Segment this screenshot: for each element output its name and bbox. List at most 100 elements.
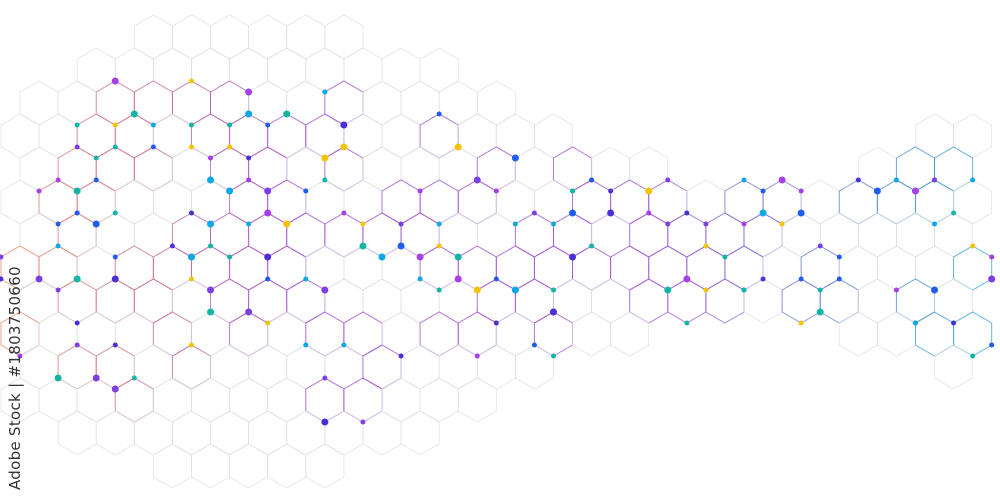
hexagon	[133, 410, 173, 456]
node-dot	[817, 243, 823, 249]
node-dot	[111, 385, 119, 393]
hexagon	[286, 14, 326, 60]
hexagon	[95, 146, 135, 192]
hexagon	[57, 344, 97, 390]
node-dot	[511, 286, 519, 294]
hexagon	[610, 179, 650, 225]
hexagon	[152, 443, 192, 489]
node-dot	[74, 210, 80, 216]
hexagon	[76, 377, 116, 423]
hexagon	[857, 278, 897, 324]
hexagon	[724, 179, 764, 225]
node-dot	[473, 286, 481, 294]
node-dot	[703, 243, 709, 249]
hexagon	[76, 179, 116, 225]
node-dot	[265, 276, 271, 282]
hexagon	[286, 278, 326, 324]
node-dot	[798, 188, 804, 194]
hexagon	[324, 14, 364, 60]
hexagon	[114, 179, 154, 225]
hexagon	[553, 278, 592, 324]
node-dot	[797, 209, 805, 217]
node-dot	[74, 320, 80, 326]
node-dot	[73, 187, 81, 195]
hexagon	[438, 212, 478, 258]
node-dot	[493, 188, 499, 194]
hexagon	[38, 377, 78, 423]
hexagon	[953, 311, 993, 357]
hexagon	[495, 179, 535, 225]
hexagon	[95, 344, 135, 390]
hexagon	[152, 377, 192, 423]
node-dot	[760, 276, 766, 282]
hexagon	[229, 443, 269, 489]
hexagon	[19, 278, 59, 324]
hexagon	[286, 80, 326, 126]
node-dot	[454, 253, 462, 261]
hexagon	[286, 146, 326, 192]
node-dot	[816, 308, 824, 316]
node-dot	[360, 419, 366, 425]
hexagon	[381, 311, 421, 357]
hexagon	[324, 80, 364, 126]
node-dot	[798, 320, 804, 326]
hexagon	[0, 179, 40, 225]
hexagon	[953, 245, 993, 291]
hexagon	[362, 80, 402, 126]
hexagon	[286, 410, 326, 456]
hexagon	[190, 113, 231, 159]
hexagon	[514, 212, 554, 258]
hexagon	[248, 212, 288, 258]
node-dot	[398, 221, 404, 227]
node-dot	[55, 243, 61, 249]
node-dot	[665, 221, 671, 227]
hexagon	[381, 245, 421, 291]
node-dot	[245, 308, 253, 316]
node-dot	[340, 121, 348, 129]
node-dot	[951, 210, 957, 216]
hexagon	[819, 278, 859, 324]
hexagon	[476, 344, 516, 390]
hexagon	[610, 245, 650, 291]
hexagon	[381, 47, 421, 93]
hexagon	[343, 311, 383, 357]
node-dot	[322, 375, 328, 381]
hexagon	[152, 47, 192, 93]
hexagon	[57, 80, 97, 126]
hexagon	[362, 410, 402, 456]
node-dot	[55, 221, 61, 227]
hexagon	[229, 245, 269, 291]
hexagon	[152, 245, 192, 291]
node-dot	[683, 275, 691, 283]
hexagon	[419, 47, 459, 93]
node-dot	[93, 177, 99, 183]
hexagon	[876, 179, 916, 225]
node-dot	[208, 243, 214, 249]
node-dot	[321, 418, 329, 426]
node-dot	[550, 287, 556, 293]
node-dot	[932, 177, 938, 183]
hexagon	[362, 146, 402, 192]
node-dot	[417, 254, 423, 260]
node-dot	[779, 221, 785, 227]
hexagon	[324, 146, 364, 192]
hexagon	[781, 212, 821, 258]
hexagon	[591, 212, 631, 258]
node-dot	[17, 353, 23, 359]
node-dot	[321, 154, 329, 162]
hexagon	[305, 443, 345, 489]
node-dot	[970, 243, 976, 249]
hexagon	[57, 146, 97, 192]
node-dot	[246, 221, 252, 227]
node-dot	[397, 242, 405, 250]
node-dot	[111, 77, 119, 85]
node-dot	[73, 275, 81, 283]
hexagon	[400, 80, 440, 126]
hexagon	[229, 377, 269, 423]
hexagon	[533, 245, 574, 291]
hexagon	[0, 113, 40, 159]
hexagon	[248, 344, 288, 390]
hexagon	[267, 443, 307, 489]
hexagon	[38, 245, 78, 291]
hexagon	[648, 245, 688, 291]
